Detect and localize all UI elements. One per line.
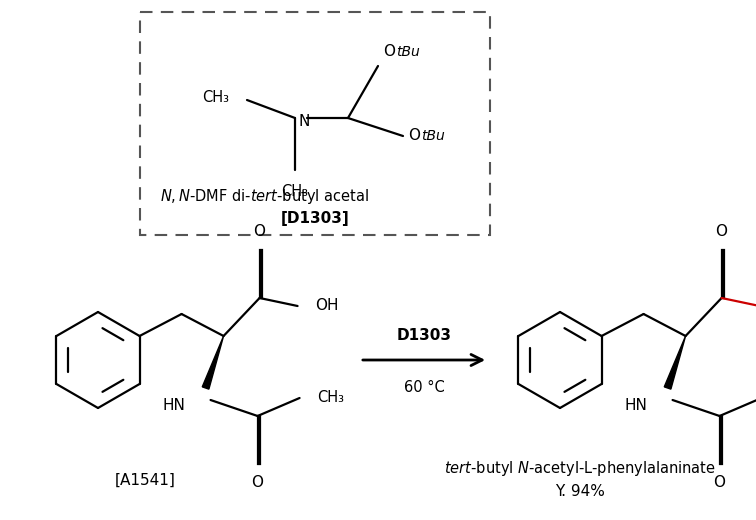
Text: HN: HN: [163, 398, 185, 413]
Text: O: O: [714, 475, 726, 490]
Text: tBu: tBu: [421, 129, 445, 143]
Text: D1303: D1303: [396, 328, 451, 343]
Text: tBu: tBu: [396, 45, 420, 59]
Text: [D1303]: [D1303]: [280, 211, 349, 226]
Text: O: O: [253, 224, 265, 239]
Text: O: O: [383, 45, 395, 59]
Text: O: O: [252, 475, 264, 490]
Text: O: O: [408, 128, 420, 144]
Text: $\it{tert}$-butyl $\it{N}$-acetyl-L-phenylalaninate: $\it{tert}$-butyl $\it{N}$-acetyl-L-phen…: [444, 459, 716, 477]
Text: N: N: [298, 113, 309, 128]
Text: HN: HN: [624, 398, 648, 413]
Text: [A1541]: [A1541]: [115, 473, 175, 488]
Text: CH₃: CH₃: [202, 90, 229, 106]
Text: CH₃: CH₃: [318, 391, 345, 406]
Text: CH₃: CH₃: [281, 184, 308, 199]
Polygon shape: [665, 336, 686, 389]
Polygon shape: [203, 336, 224, 389]
Text: $\it{N,N}$-DMF di-$\it{tert}$-butyl acetal: $\it{N,N}$-DMF di-$\it{tert}$-butyl acet…: [160, 187, 369, 205]
Text: OH: OH: [315, 298, 339, 314]
Text: 60 °C: 60 °C: [404, 381, 445, 396]
Text: O: O: [716, 224, 727, 239]
Text: Y. 94%: Y. 94%: [555, 485, 605, 500]
